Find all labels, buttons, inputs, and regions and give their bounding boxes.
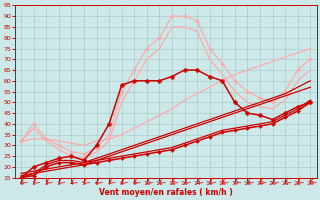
X-axis label: Vent moyen/en rafales ( km/h ): Vent moyen/en rafales ( km/h ) (99, 188, 233, 197)
